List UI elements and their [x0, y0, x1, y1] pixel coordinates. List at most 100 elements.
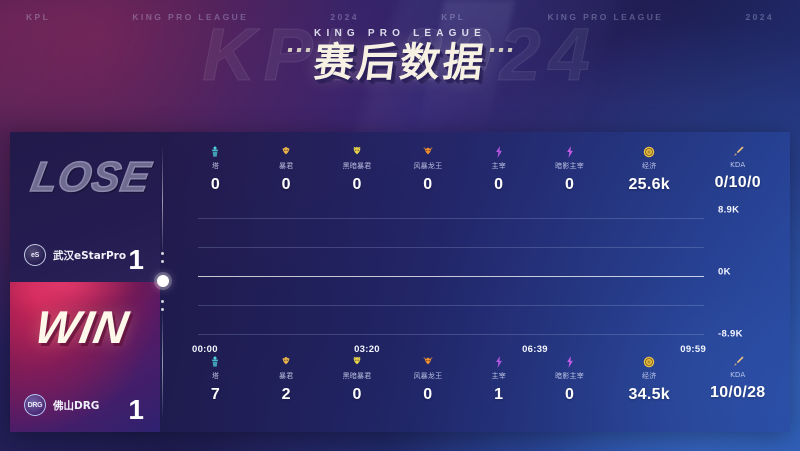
chart-zero-line [198, 276, 704, 277]
teams-panel: LOSE eS 武汉eStarPro 1 WIN DRG 佛山DRG 1 [10, 132, 160, 432]
stat-label: 黑暗暴君 [342, 372, 372, 380]
stat-label: 暗影主宰 [555, 162, 584, 170]
stat-value: 0 [352, 386, 362, 403]
stat-column-shadow-overlord: 暗影主宰 0 [534, 354, 605, 404]
tower-icon [208, 354, 223, 369]
result-badge-win: WIN [31, 301, 134, 353]
stat-value: 25.6k [628, 176, 670, 193]
stat-value: 0 [423, 176, 433, 193]
ticker-item: 2024 [330, 12, 359, 22]
brand-ticker: KPL KING PRO LEAGUE 2024 KPL KING PRO LE… [0, 8, 800, 26]
stat-value: 7 [210, 386, 221, 403]
stat-column-tyrant: 暴君 0 [251, 144, 322, 194]
chart-x-axis-labels: 00:00 03:20 06:39 09:59 [192, 344, 707, 358]
dark-tyrant-icon [350, 354, 365, 369]
stat-label: 经济 [642, 372, 657, 380]
team-panel-losing[interactable]: LOSE eS 武汉eStarPro 1 [10, 132, 160, 282]
stat-column-kda-sword: KDA 10/0/28 [694, 354, 783, 402]
stat-column-storm-dragon: 风暴龙王 0 [392, 354, 463, 404]
chart-x-tick-label: 06:39 [522, 344, 548, 355]
divider-tick [161, 300, 164, 303]
result-badge-lose: LOSE [27, 152, 155, 201]
chart-x-tick-label: 03:20 [354, 344, 380, 355]
stat-column-gold-coin: 经济 25.6k [605, 144, 694, 194]
ticker-item: KING PRO LEAGUE [132, 12, 249, 22]
chart-gridlines [198, 218, 704, 335]
chart-y-tick-label: 0K [718, 266, 731, 278]
storm-dragon-icon [420, 354, 435, 369]
stats-row-winning-team: 塔 7 暴君 2 黑暗暴君 0 风暴龙王 0 主宰 1 暗影主宰 0 经济 34.5k KDA 10/0/28 [180, 354, 782, 410]
chart-gridline [198, 218, 704, 219]
stat-label: 暗影主宰 [555, 372, 584, 380]
stat-column-dark-tyrant: 黑暗暴君 0 [322, 354, 393, 404]
divider-line-top [162, 146, 163, 258]
ticker-item: KING PRO LEAGUE [547, 12, 664, 22]
overlord-icon [491, 354, 506, 369]
gold-coin-icon [642, 144, 657, 159]
stat-column-dark-tyrant: 黑暗暴君 0 [322, 144, 393, 194]
stat-value: 0 [352, 176, 362, 193]
gold-difference-chart: 8.9K 0K -8.9K 00:00 03:20 06:39 09:59 [180, 205, 782, 360]
stat-value: 2 [281, 386, 291, 403]
divider-line-bottom [162, 308, 163, 420]
kda-sword-icon [730, 354, 745, 369]
chart-y-tick-label: -8.9K [718, 328, 743, 340]
team-name-label: 佛山DRG [53, 399, 100, 412]
stats-row-losing-team: 塔 0 暴君 0 黑暗暴君 0 风暴龙王 0 主宰 0 暗影主宰 0 经济 25.6k KDA 0/10/0 [180, 144, 782, 200]
league-subtitle: KING PRO LEAGUE [314, 28, 486, 39]
stat-value: 0 [564, 176, 575, 193]
stat-value: 0 [423, 386, 433, 403]
header-block: KING PRO LEAGUE 赛后数据 [0, 28, 800, 86]
chart-y-tick-label: 8.9K [718, 204, 740, 216]
shadow-overlord-icon [562, 354, 577, 369]
team-logo-icon: eS [24, 244, 46, 266]
stats-card: LOSE eS 武汉eStarPro 1 WIN DRG 佛山DRG 1 [10, 132, 790, 432]
ticker-item: 2024 [745, 12, 774, 22]
stat-value: 0 [564, 386, 575, 403]
team-name-label: 武汉eStarPro [53, 249, 127, 262]
stat-column-tyrant: 暴君 2 [251, 354, 322, 404]
stat-column-gold-coin: 经济 34.5k [605, 354, 694, 404]
team-logo-icon: DRG [24, 394, 46, 416]
stat-column-kda-sword: KDA 0/10/0 [694, 144, 783, 192]
gold-coin-icon [642, 354, 657, 369]
chart-plot-area [198, 218, 704, 335]
stat-value: 0 [281, 176, 291, 193]
stat-column-overlord: 主宰 0 [463, 144, 534, 194]
stat-label: 主宰 [491, 162, 506, 170]
team-identity-lose: eS 武汉eStarPro [24, 244, 150, 266]
chart-x-tick-label: 00:00 [192, 344, 218, 355]
stat-label: 风暴龙王 [413, 162, 443, 170]
tyrant-icon [279, 144, 294, 159]
stat-value: 1 [494, 386, 504, 403]
stat-label: KDA [730, 371, 746, 379]
kda-sword-icon [730, 144, 745, 159]
chart-x-tick-label: 09:59 [680, 344, 707, 355]
stat-value: 0/10/0 [714, 174, 761, 191]
stat-label: 暴君 [279, 162, 294, 170]
stat-label: 塔 [211, 372, 220, 380]
tower-icon [208, 144, 223, 159]
team-panel-winning[interactable]: WIN DRG 佛山DRG 1 [10, 282, 160, 432]
divider-tick [161, 252, 164, 255]
stat-label: 塔 [211, 162, 220, 170]
stat-column-shadow-overlord: 暗影主宰 0 [534, 144, 605, 194]
stat-column-storm-dragon: 风暴龙王 0 [392, 144, 463, 194]
team-score-lose: 1 [128, 244, 144, 275]
storm-dragon-icon [420, 144, 435, 159]
stat-value: 0 [494, 176, 504, 193]
dark-tyrant-icon [350, 144, 365, 159]
stat-label: 风暴龙王 [413, 372, 443, 380]
chart-gridline [198, 334, 704, 335]
stat-label: 主宰 [491, 372, 506, 380]
stat-label: 黑暗暴君 [342, 162, 372, 170]
chart-gridline [198, 305, 704, 306]
ticker-item: KPL [26, 12, 51, 22]
tyrant-icon [279, 354, 294, 369]
chart-y-axis-labels: 8.9K 0K -8.9K [708, 205, 772, 340]
page-title: 赛后数据 [311, 40, 489, 86]
shadow-overlord-icon [562, 144, 577, 159]
